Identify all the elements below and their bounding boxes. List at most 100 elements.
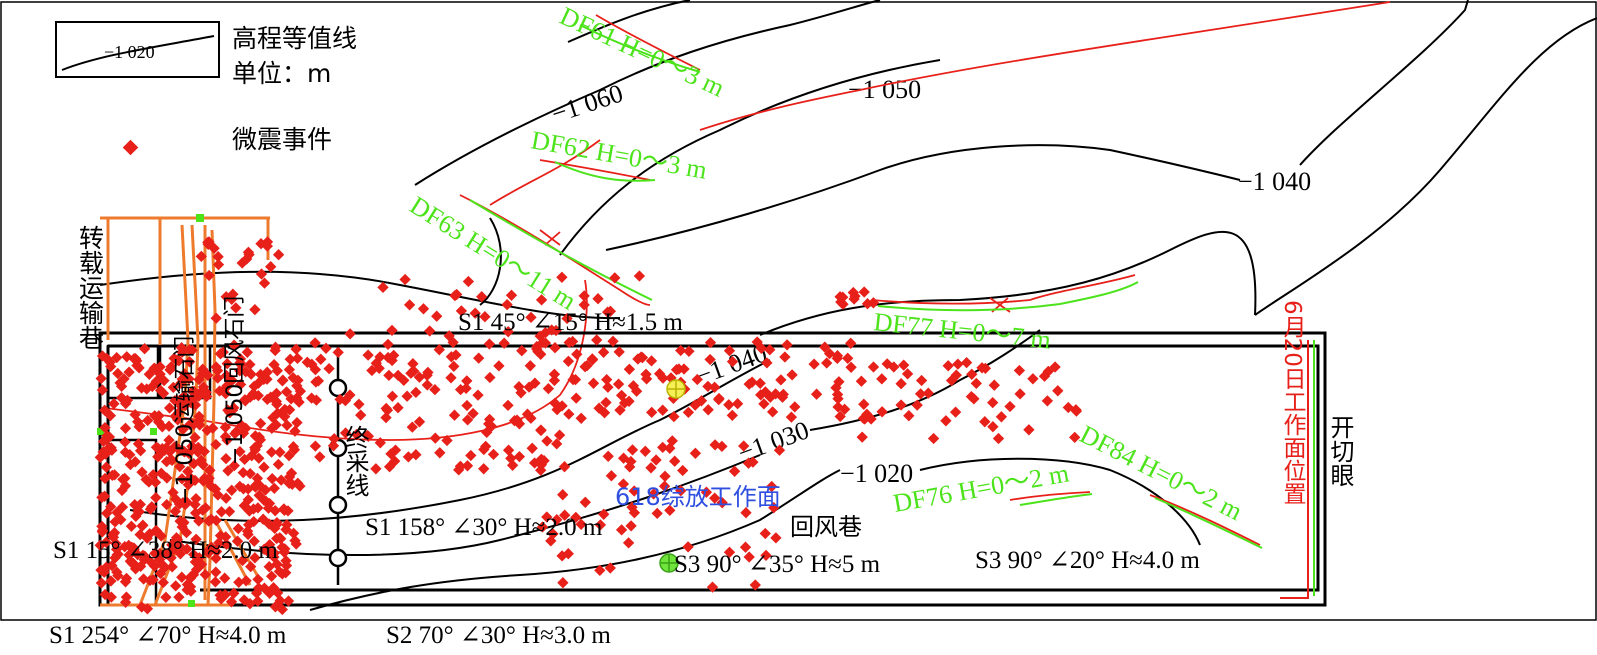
event-marker	[157, 387, 170, 400]
event-marker	[609, 272, 621, 284]
station-markers	[659, 379, 686, 573]
return-roadway-line	[108, 344, 1320, 592]
event-marker	[639, 445, 651, 457]
event-marker	[602, 450, 614, 462]
event-marker	[266, 547, 279, 559]
event-marker	[605, 470, 618, 482]
event-marker	[713, 393, 725, 406]
event-marker	[370, 463, 382, 475]
event-marker	[535, 294, 548, 306]
event-marker	[578, 299, 590, 311]
event-marker	[370, 357, 382, 369]
event-marker	[476, 291, 488, 303]
transfer-roadway-label: 转载运输巷	[76, 225, 105, 350]
event-marker	[1070, 405, 1083, 417]
event-marker	[845, 337, 857, 349]
event-marker	[263, 561, 275, 573]
event-marker	[405, 367, 417, 379]
event-marker	[888, 361, 900, 373]
event-marker	[563, 408, 575, 420]
event-marker	[350, 428, 363, 441]
event-marker	[381, 404, 394, 416]
fault-traces-green	[469, 24, 1263, 549]
event-marker	[239, 395, 251, 407]
event-marker	[219, 431, 232, 443]
event-marker	[645, 462, 657, 474]
event-marker	[280, 559, 293, 572]
event-marker	[501, 298, 513, 311]
event-marker	[174, 460, 186, 473]
event-marker	[502, 444, 515, 456]
event-marker	[123, 366, 135, 378]
event-marker	[164, 364, 176, 376]
event-marker	[283, 363, 296, 376]
event-marker	[271, 532, 283, 545]
event-marker	[189, 474, 201, 487]
event-marker	[136, 466, 148, 478]
event-marker	[786, 369, 798, 381]
event-marker	[683, 345, 695, 357]
event-marker	[709, 492, 721, 504]
event-marker	[633, 270, 646, 282]
event-marker	[217, 346, 229, 358]
event-marker	[235, 419, 248, 432]
event-marker	[175, 541, 187, 553]
event-marker	[241, 346, 253, 358]
event-marker	[141, 603, 154, 615]
event-marker	[149, 547, 161, 560]
event-marker	[241, 253, 253, 265]
event-marker	[447, 336, 459, 349]
event-marker	[429, 383, 441, 396]
event-marker	[374, 437, 386, 449]
transport-crosscut-label: −1 050运输石门	[173, 336, 198, 505]
event-marker	[704, 353, 716, 366]
event-marker	[821, 357, 833, 369]
event-marker	[228, 339, 240, 351]
event-marker	[140, 473, 152, 486]
event-marker	[271, 365, 283, 377]
event-marker	[859, 413, 871, 425]
event-marker	[279, 404, 292, 416]
structure-labels: S1 45° ∠15° H≈1.5 m S1 158° ∠30° H≈2.0 m…	[49, 309, 1200, 649]
event-marker	[764, 344, 776, 356]
event-marker	[380, 411, 392, 424]
event-marker	[536, 521, 549, 533]
event-marker	[617, 478, 630, 490]
event-marker	[739, 541, 752, 553]
event-marker	[578, 290, 590, 302]
event-marker	[265, 570, 278, 582]
event-marker	[361, 429, 374, 442]
event-marker	[607, 335, 619, 347]
event-marker	[222, 465, 234, 477]
event-marker	[810, 388, 823, 400]
event-marker	[450, 349, 462, 361]
roadway-node	[150, 428, 157, 435]
event-marker	[119, 436, 131, 448]
event-marker	[615, 524, 628, 536]
event-marker	[314, 451, 326, 463]
event-marker	[597, 346, 610, 358]
event-marker	[461, 460, 474, 472]
event-marker	[232, 522, 244, 535]
event-marker	[155, 530, 167, 542]
event-marker	[181, 496, 193, 508]
event-marker	[254, 417, 267, 430]
event-marker	[758, 398, 770, 410]
event-marker	[516, 345, 528, 357]
event-marker	[505, 289, 518, 301]
event-marker	[276, 603, 288, 616]
event-marker	[281, 419, 293, 431]
event-marker	[258, 277, 271, 289]
event-marker	[613, 346, 625, 358]
contour-line	[567, 0, 691, 43]
event-marker	[535, 464, 547, 476]
event-marker	[125, 520, 138, 532]
event-marker	[559, 509, 571, 521]
event-marker	[740, 507, 752, 519]
event-marker	[553, 429, 566, 441]
fault-label: DF61 H=0～3 m	[555, 1, 728, 102]
event-marker	[339, 394, 352, 407]
event-marker	[1041, 395, 1054, 407]
event-marker	[657, 441, 669, 454]
event-marker	[646, 406, 658, 419]
